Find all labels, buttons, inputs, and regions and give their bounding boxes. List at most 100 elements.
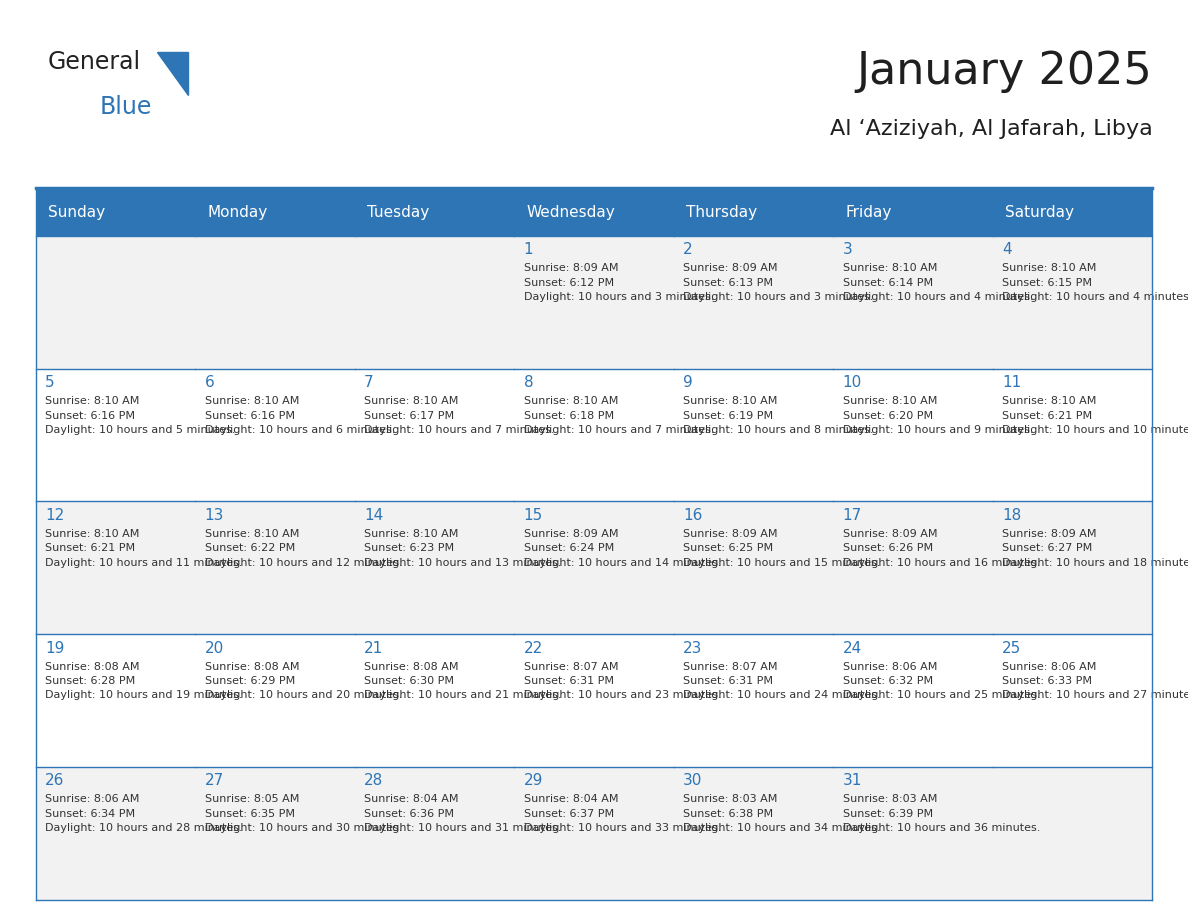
Text: 17: 17 bbox=[842, 508, 862, 523]
Text: 18: 18 bbox=[1003, 508, 1022, 523]
Text: 1: 1 bbox=[524, 242, 533, 257]
Text: 2: 2 bbox=[683, 242, 693, 257]
Text: 19: 19 bbox=[45, 641, 64, 655]
Bar bbox=[514, 188, 674, 236]
Bar bbox=[195, 236, 355, 369]
Text: Monday: Monday bbox=[207, 205, 267, 219]
Text: Sunrise: 8:08 AM
Sunset: 6:29 PM
Daylight: 10 hours and 20 minutes.: Sunrise: 8:08 AM Sunset: 6:29 PM Dayligh… bbox=[204, 662, 403, 700]
Bar bbox=[674, 501, 833, 634]
Text: 4: 4 bbox=[1003, 242, 1012, 257]
Text: 21: 21 bbox=[365, 641, 384, 655]
Text: 31: 31 bbox=[842, 773, 862, 789]
Bar bbox=[674, 236, 833, 369]
Bar bbox=[195, 188, 355, 236]
Text: 9: 9 bbox=[683, 375, 693, 390]
Bar bbox=[514, 369, 674, 501]
Text: Sunrise: 8:10 AM
Sunset: 6:15 PM
Daylight: 10 hours and 4 minutes.: Sunrise: 8:10 AM Sunset: 6:15 PM Dayligh… bbox=[1003, 263, 1188, 302]
Text: Sunrise: 8:10 AM
Sunset: 6:23 PM
Daylight: 10 hours and 13 minutes.: Sunrise: 8:10 AM Sunset: 6:23 PM Dayligh… bbox=[365, 529, 562, 567]
Bar bbox=[195, 767, 355, 900]
Bar bbox=[355, 188, 514, 236]
Text: Sunrise: 8:05 AM
Sunset: 6:35 PM
Daylight: 10 hours and 30 minutes.: Sunrise: 8:05 AM Sunset: 6:35 PM Dayligh… bbox=[204, 794, 402, 834]
Text: Sunrise: 8:08 AM
Sunset: 6:28 PM
Daylight: 10 hours and 19 minutes.: Sunrise: 8:08 AM Sunset: 6:28 PM Dayligh… bbox=[45, 662, 242, 700]
Text: Sunrise: 8:10 AM
Sunset: 6:17 PM
Daylight: 10 hours and 7 minutes.: Sunrise: 8:10 AM Sunset: 6:17 PM Dayligh… bbox=[365, 397, 555, 435]
Text: January 2025: January 2025 bbox=[857, 50, 1152, 94]
Text: Sunrise: 8:09 AM
Sunset: 6:27 PM
Daylight: 10 hours and 18 minutes.: Sunrise: 8:09 AM Sunset: 6:27 PM Dayligh… bbox=[1003, 529, 1188, 567]
Bar bbox=[195, 634, 355, 767]
Text: 28: 28 bbox=[365, 773, 384, 789]
Text: 22: 22 bbox=[524, 641, 543, 655]
Bar bbox=[195, 501, 355, 634]
Text: 23: 23 bbox=[683, 641, 702, 655]
Text: Sunrise: 8:10 AM
Sunset: 6:16 PM
Daylight: 10 hours and 5 minutes.: Sunrise: 8:10 AM Sunset: 6:16 PM Dayligh… bbox=[45, 397, 235, 435]
Text: Blue: Blue bbox=[100, 95, 152, 118]
Text: Sunrise: 8:09 AM
Sunset: 6:24 PM
Daylight: 10 hours and 14 minutes.: Sunrise: 8:09 AM Sunset: 6:24 PM Dayligh… bbox=[524, 529, 721, 567]
Text: 15: 15 bbox=[524, 508, 543, 523]
Text: Tuesday: Tuesday bbox=[367, 205, 429, 219]
Bar bbox=[674, 634, 833, 767]
Bar bbox=[674, 188, 833, 236]
Text: Friday: Friday bbox=[845, 205, 891, 219]
Bar bbox=[833, 501, 993, 634]
Bar bbox=[993, 369, 1152, 501]
Bar bbox=[514, 767, 674, 900]
Text: 20: 20 bbox=[204, 641, 223, 655]
Text: 30: 30 bbox=[683, 773, 702, 789]
Bar bbox=[514, 634, 674, 767]
Bar bbox=[993, 236, 1152, 369]
Text: Thursday: Thursday bbox=[685, 205, 757, 219]
Bar bbox=[36, 188, 195, 236]
Bar bbox=[355, 369, 514, 501]
Text: Sunrise: 8:06 AM
Sunset: 6:32 PM
Daylight: 10 hours and 25 minutes.: Sunrise: 8:06 AM Sunset: 6:32 PM Dayligh… bbox=[842, 662, 1041, 700]
Bar bbox=[833, 369, 993, 501]
Text: Sunrise: 8:09 AM
Sunset: 6:25 PM
Daylight: 10 hours and 15 minutes.: Sunrise: 8:09 AM Sunset: 6:25 PM Dayligh… bbox=[683, 529, 880, 567]
Text: Sunrise: 8:10 AM
Sunset: 6:21 PM
Daylight: 10 hours and 10 minutes.: Sunrise: 8:10 AM Sunset: 6:21 PM Dayligh… bbox=[1003, 397, 1188, 435]
Text: Sunrise: 8:03 AM
Sunset: 6:38 PM
Daylight: 10 hours and 34 minutes.: Sunrise: 8:03 AM Sunset: 6:38 PM Dayligh… bbox=[683, 794, 880, 834]
Text: Sunrise: 8:10 AM
Sunset: 6:22 PM
Daylight: 10 hours and 12 minutes.: Sunrise: 8:10 AM Sunset: 6:22 PM Dayligh… bbox=[204, 529, 403, 567]
Text: 8: 8 bbox=[524, 375, 533, 390]
Text: 3: 3 bbox=[842, 242, 853, 257]
Text: 7: 7 bbox=[365, 375, 374, 390]
Text: Sunrise: 8:09 AM
Sunset: 6:13 PM
Daylight: 10 hours and 3 minutes.: Sunrise: 8:09 AM Sunset: 6:13 PM Dayligh… bbox=[683, 263, 873, 302]
Text: Sunrise: 8:06 AM
Sunset: 6:33 PM
Daylight: 10 hours and 27 minutes.: Sunrise: 8:06 AM Sunset: 6:33 PM Dayligh… bbox=[1003, 662, 1188, 700]
Bar bbox=[36, 501, 195, 634]
Text: 27: 27 bbox=[204, 773, 223, 789]
Text: Sunrise: 8:10 AM
Sunset: 6:20 PM
Daylight: 10 hours and 9 minutes.: Sunrise: 8:10 AM Sunset: 6:20 PM Dayligh… bbox=[842, 397, 1034, 435]
Text: Sunrise: 8:08 AM
Sunset: 6:30 PM
Daylight: 10 hours and 21 minutes.: Sunrise: 8:08 AM Sunset: 6:30 PM Dayligh… bbox=[365, 662, 562, 700]
Text: Sunrise: 8:06 AM
Sunset: 6:34 PM
Daylight: 10 hours and 28 minutes.: Sunrise: 8:06 AM Sunset: 6:34 PM Dayligh… bbox=[45, 794, 242, 834]
Text: 14: 14 bbox=[365, 508, 384, 523]
Text: 29: 29 bbox=[524, 773, 543, 789]
Text: Sunrise: 8:10 AM
Sunset: 6:18 PM
Daylight: 10 hours and 7 minutes.: Sunrise: 8:10 AM Sunset: 6:18 PM Dayligh… bbox=[524, 397, 714, 435]
Text: 26: 26 bbox=[45, 773, 64, 789]
Text: 13: 13 bbox=[204, 508, 225, 523]
Text: Saturday: Saturday bbox=[1005, 205, 1074, 219]
Bar bbox=[355, 767, 514, 900]
Bar bbox=[674, 767, 833, 900]
Text: Sunrise: 8:10 AM
Sunset: 6:16 PM
Daylight: 10 hours and 6 minutes.: Sunrise: 8:10 AM Sunset: 6:16 PM Dayligh… bbox=[204, 397, 396, 435]
Text: Sunday: Sunday bbox=[48, 205, 105, 219]
Bar bbox=[993, 634, 1152, 767]
Text: Al ‘Aziziyah, Al Jafarah, Libya: Al ‘Aziziyah, Al Jafarah, Libya bbox=[829, 119, 1152, 140]
Bar bbox=[833, 188, 993, 236]
Bar bbox=[355, 501, 514, 634]
Text: 12: 12 bbox=[45, 508, 64, 523]
Text: General: General bbox=[48, 50, 140, 74]
Bar bbox=[355, 634, 514, 767]
Text: Sunrise: 8:10 AM
Sunset: 6:21 PM
Daylight: 10 hours and 11 minutes.: Sunrise: 8:10 AM Sunset: 6:21 PM Dayligh… bbox=[45, 529, 242, 567]
Text: Sunrise: 8:03 AM
Sunset: 6:39 PM
Daylight: 10 hours and 36 minutes.: Sunrise: 8:03 AM Sunset: 6:39 PM Dayligh… bbox=[842, 794, 1041, 834]
Text: Sunrise: 8:07 AM
Sunset: 6:31 PM
Daylight: 10 hours and 23 minutes.: Sunrise: 8:07 AM Sunset: 6:31 PM Dayligh… bbox=[524, 662, 721, 700]
Bar bbox=[195, 369, 355, 501]
Bar bbox=[833, 634, 993, 767]
Bar bbox=[36, 369, 195, 501]
Text: 24: 24 bbox=[842, 641, 862, 655]
Bar bbox=[36, 236, 195, 369]
Text: Sunrise: 8:04 AM
Sunset: 6:36 PM
Daylight: 10 hours and 31 minutes.: Sunrise: 8:04 AM Sunset: 6:36 PM Dayligh… bbox=[365, 794, 562, 834]
Bar bbox=[674, 369, 833, 501]
Bar bbox=[355, 236, 514, 369]
Text: 25: 25 bbox=[1003, 641, 1022, 655]
Polygon shape bbox=[157, 52, 188, 95]
Text: Wednesday: Wednesday bbox=[526, 205, 615, 219]
Bar bbox=[514, 501, 674, 634]
Text: 6: 6 bbox=[204, 375, 214, 390]
Text: 16: 16 bbox=[683, 508, 702, 523]
Bar bbox=[833, 767, 993, 900]
